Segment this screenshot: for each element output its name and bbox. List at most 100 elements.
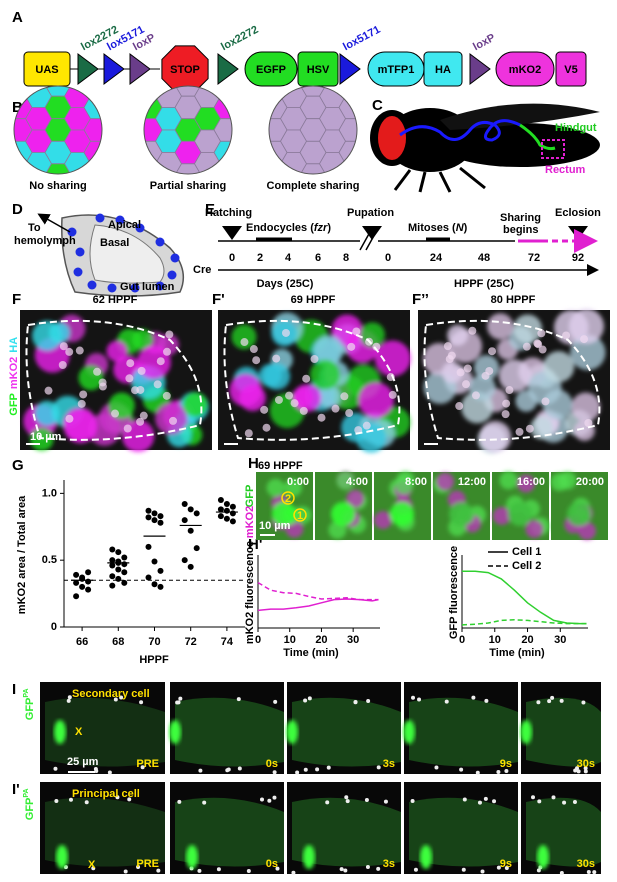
timeline-break <box>359 231 377 251</box>
nucleus-spot <box>443 342 452 351</box>
nucleus-spot <box>462 380 471 389</box>
nucleus-spot <box>165 330 174 339</box>
nucleus <box>75 247 85 257</box>
tissue <box>175 697 284 767</box>
data-point <box>79 583 86 590</box>
data-point <box>109 562 116 569</box>
target-cell <box>508 502 532 526</box>
data-point <box>115 575 122 582</box>
endocycles-label-part: fzr <box>314 222 328 234</box>
hex-cell <box>398 198 424 221</box>
x-tick-label: 0 <box>255 634 261 646</box>
nucleus-dot <box>411 695 416 700</box>
nucleus-spot <box>562 331 571 340</box>
data-point <box>151 581 158 588</box>
data-point <box>223 501 230 508</box>
data-point <box>73 593 80 600</box>
hex-cell <box>104 130 130 153</box>
x-tick-label: 10 <box>489 634 501 646</box>
cell-blob <box>436 472 455 491</box>
nucleus-spot <box>302 374 311 383</box>
nucleus-spot <box>485 366 494 375</box>
nucleus-spot <box>65 347 74 356</box>
nucleus-spot <box>126 359 135 368</box>
hex-cell <box>195 243 221 266</box>
data-point <box>115 566 122 573</box>
hex-cell <box>117 0 143 17</box>
lox-site <box>217 53 239 85</box>
cell-blob <box>336 471 355 490</box>
nucleus-dot <box>483 796 488 801</box>
cell-blob <box>447 324 469 346</box>
hex-cell <box>0 63 13 86</box>
hex-cell <box>0 17 13 40</box>
y-axis-label: mKO2 area / Total area <box>16 495 28 614</box>
panel-label: I <box>12 681 16 698</box>
cell-blob <box>479 420 512 453</box>
data-point <box>109 573 116 580</box>
cell-blob <box>374 340 411 377</box>
mitoses-label-part: ) <box>464 222 468 234</box>
cell-blob <box>525 520 544 539</box>
time-label: 12:00 <box>458 476 486 488</box>
hex-cell <box>320 17 346 40</box>
nucleus <box>73 267 83 277</box>
data-point <box>121 561 128 568</box>
fly-leg <box>438 171 452 193</box>
hex-cell <box>6 29 32 52</box>
cell-blob <box>474 354 500 381</box>
data-point <box>193 545 200 552</box>
sharing-outline <box>143 85 233 175</box>
nucleus-dot <box>123 869 128 874</box>
hex-cell <box>299 163 327 174</box>
nucleus-dot <box>376 866 381 871</box>
sharing-label: No sharing <box>29 180 86 192</box>
cells <box>422 308 606 454</box>
nucleus-spot <box>584 419 593 428</box>
data-point <box>145 574 152 581</box>
hex-cell <box>156 198 182 221</box>
x-tick-label: 72 <box>185 636 197 648</box>
construct-part: HA <box>435 64 451 76</box>
nucleus-spot <box>156 357 165 366</box>
hex-cell <box>123 186 149 209</box>
bright-cell <box>186 845 198 869</box>
nucleus-dot <box>461 867 466 872</box>
fluorescence-line <box>257 598 379 612</box>
nucleus-dot <box>259 797 264 802</box>
nucleus-dot <box>536 868 541 873</box>
fly-body <box>440 123 600 167</box>
frame-cells <box>492 471 550 539</box>
hex-cell <box>242 130 268 153</box>
cell-lumen <box>89 224 165 284</box>
nucleus-spot <box>537 329 546 338</box>
nucleus-spot <box>163 347 172 356</box>
nucleus-dot <box>572 800 577 805</box>
cell-marker <box>281 491 295 505</box>
nucleus-dot <box>273 699 278 704</box>
cell-number: 2 <box>285 493 291 505</box>
hex-cell <box>359 175 385 198</box>
hppf-tick: 24 <box>430 252 443 264</box>
event-marker <box>568 226 588 240</box>
day-tick: 6 <box>315 252 321 264</box>
nucleus-dot <box>66 698 71 703</box>
cell-blob <box>487 313 514 340</box>
panel-label: H' <box>248 536 262 553</box>
nucleus-dot <box>383 799 388 804</box>
x-axis-label: HPPF <box>139 654 169 666</box>
nucleus-dot <box>198 768 203 773</box>
i-stain-part: GFP <box>24 798 36 821</box>
hex-cell <box>320 198 346 221</box>
target-cell <box>272 502 296 526</box>
nucleus-dot <box>93 767 98 772</box>
panel-label: F' <box>212 291 225 308</box>
hex-cell <box>281 17 307 40</box>
nucleus-dot <box>353 700 358 705</box>
data-point <box>157 519 164 526</box>
data-point <box>151 510 158 517</box>
nucleus-spot <box>125 374 134 383</box>
bright-cell <box>420 845 432 869</box>
frame-cells <box>433 472 487 537</box>
nucleus-dot <box>459 767 464 772</box>
